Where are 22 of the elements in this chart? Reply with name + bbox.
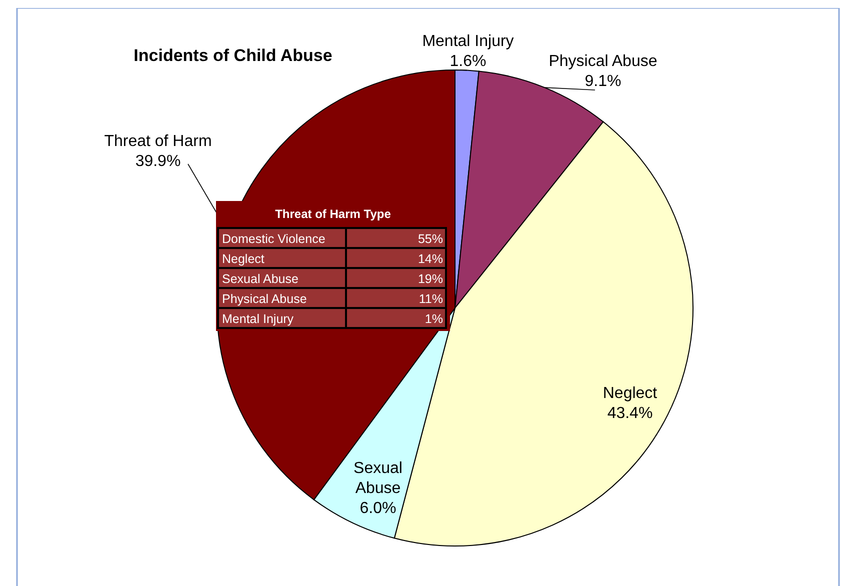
slice-label: Threat of Harm xyxy=(104,133,212,150)
text: 55% xyxy=(418,232,443,246)
category-label: Domestic Violence xyxy=(222,232,326,246)
text: Threat of Harm Type xyxy=(275,207,392,221)
text: Incidents of Child Abuse xyxy=(134,46,332,65)
slice-label: Sexual Abuse xyxy=(354,460,402,497)
text: 11% xyxy=(418,292,443,306)
data-label: 1.6% xyxy=(450,53,486,70)
slice-label: Physical Abuse xyxy=(548,53,658,70)
category-label: Physical Abuse xyxy=(222,292,307,306)
slice-label: Neglect xyxy=(602,385,658,402)
slice-label: Mental Injury xyxy=(422,33,514,50)
text: 19% xyxy=(418,272,443,286)
data-label: 43.4% xyxy=(607,405,653,422)
text: 1% xyxy=(424,312,443,326)
data-label: 6.0% xyxy=(360,500,396,517)
text: 14% xyxy=(418,252,443,266)
data-label: 39.9% xyxy=(135,153,181,170)
category-label: Neglect xyxy=(222,252,265,266)
category-label: Mental Injury xyxy=(222,312,294,326)
category-label: Sexual Abuse xyxy=(222,272,298,286)
data-label: 9.1% xyxy=(584,73,622,90)
